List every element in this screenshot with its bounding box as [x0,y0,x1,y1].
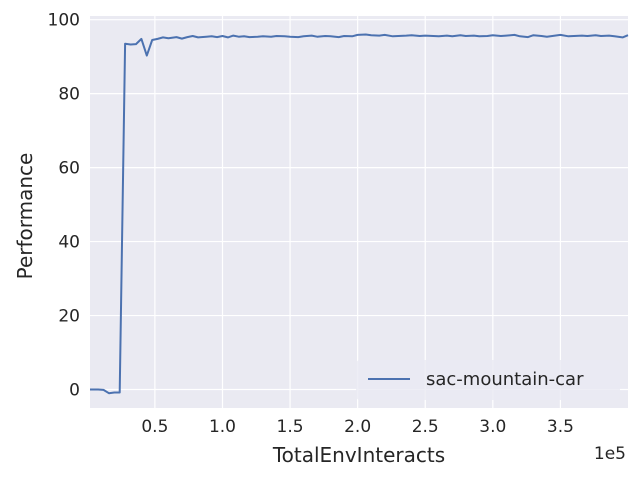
y-tick-label: 60 [58,159,80,179]
y-tick-label: 40 [58,233,80,253]
grid-lines [90,16,628,408]
series-layer [90,33,629,395]
x-tick-label: 1.5 [277,417,304,437]
y-axis-ticks: 0 20 40 60 80 100 [48,11,80,401]
y-tick-label: 80 [58,85,80,105]
x-tick-label: 1.0 [209,417,236,437]
series-line-sac-mountain-car [90,33,629,395]
x-tick-label: 0.5 [141,417,168,437]
y-tick-label: 0 [69,381,80,401]
x-tick-label: 3.5 [547,417,574,437]
legend-box [356,360,620,400]
x-tick-label: 2.5 [412,417,439,437]
x-axis-offset-label: 1e5 [594,444,626,464]
y-tick-label: 100 [48,11,80,31]
y-axis-label: Performance [13,153,37,280]
y-tick-label: 20 [58,307,80,327]
x-axis-label: TotalEnvInteracts [272,443,445,467]
plot-background [90,16,628,408]
x-axis-ticks: 0.5 1.0 1.5 2.0 2.5 3.0 3.5 [141,417,574,437]
x-tick-label: 2.0 [344,417,371,437]
legend: sac-mountain-car [356,360,620,400]
x-tick-label: 3.0 [479,417,506,437]
legend-label-sac-mountain-car: sac-mountain-car [426,369,584,390]
